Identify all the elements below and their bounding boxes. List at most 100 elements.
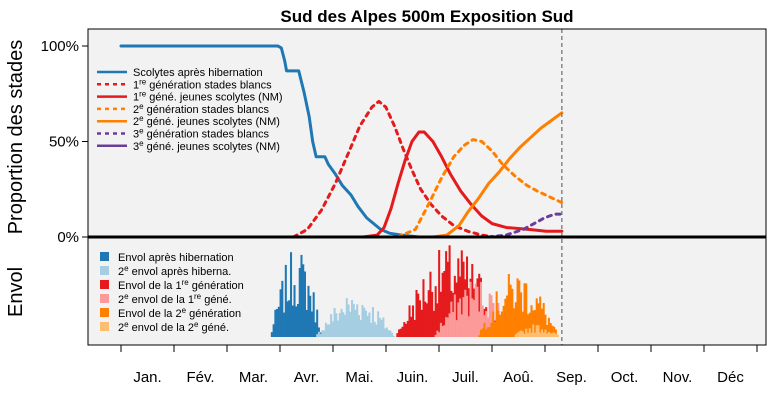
series-line-4 — [396, 138, 564, 239]
envol-bar — [511, 288, 514, 337]
envol-bar — [408, 305, 411, 337]
month-label: Jan. — [133, 369, 161, 386]
legend-line-label: 3e géné. jeunes scolytes (NM) — [133, 138, 280, 153]
envol-bar — [296, 303, 300, 337]
envol-bar — [509, 284, 512, 337]
envol-bar — [478, 311, 481, 337]
envol-bar — [277, 306, 280, 337]
legend-envol-swatch — [100, 280, 109, 289]
envol-bar — [554, 333, 557, 337]
envol-bar — [425, 303, 428, 337]
legend-envol-swatch — [100, 308, 109, 317]
envol-bar — [502, 305, 505, 337]
envol-bar — [276, 308, 279, 337]
envol-bar — [427, 290, 430, 337]
legend-line-label: 2e géné. jeunes scolytes (NM) — [133, 114, 280, 129]
envol-bar — [431, 291, 434, 337]
month-label: Mai. — [345, 369, 373, 386]
envol-bar — [330, 314, 333, 337]
envol-bar — [539, 332, 542, 337]
envol-bar — [312, 292, 315, 337]
envol-bar — [556, 334, 559, 337]
envol-bar — [357, 315, 361, 337]
envol-bar — [436, 303, 439, 337]
envol-bar — [349, 311, 352, 337]
envol-bar — [553, 326, 556, 337]
envol-bar — [520, 330, 523, 337]
plot-frame — [87, 28, 767, 346]
legend-line-label: 2e génération stades blancs — [133, 101, 269, 116]
envol-bar — [485, 311, 488, 337]
legend-line-label: Scolytes après hibernation — [133, 67, 263, 79]
month-label: Sep. — [556, 369, 587, 386]
envol-bar — [338, 313, 341, 337]
y-tick-label: 100% — [41, 38, 79, 55]
envol-bar — [525, 328, 528, 337]
envol-bar — [497, 310, 500, 337]
envol-bar — [429, 271, 432, 337]
envol-bar — [460, 314, 463, 337]
envol-bar — [446, 261, 449, 337]
envol-bar — [420, 309, 423, 337]
envol-bar — [382, 317, 385, 337]
envol-bar — [298, 268, 301, 337]
legend-envol-label: Envol de la 1re génération — [118, 278, 244, 293]
envol-bar — [274, 309, 277, 337]
envol-bar — [521, 331, 524, 337]
legend-envol-label: 2e envol de la 1re géné. — [118, 292, 232, 307]
chart-title: Sud des Alpes 500m Exposition Sud — [280, 7, 573, 26]
envol-bar — [478, 273, 481, 337]
envol-bar — [446, 317, 449, 337]
envol-bar — [441, 272, 444, 337]
envol-bar — [514, 302, 517, 337]
envol-bar — [492, 311, 495, 337]
envol-bar — [483, 322, 486, 337]
envol-bar — [371, 307, 374, 337]
x-axis-ticks: Jan. Fév. Mar. Avr. Mai. Juin. Juil. Aoû. Sep. Oc… — [120, 345, 758, 386]
envol-bar — [547, 332, 550, 337]
envol-bar — [375, 324, 378, 337]
envol-bar — [441, 326, 444, 337]
envol-bar — [532, 310, 535, 337]
envol-bar — [547, 317, 550, 337]
envol-bar — [373, 321, 376, 337]
envol-bar — [401, 326, 404, 337]
envol-bar — [455, 282, 458, 337]
envol-bar — [514, 334, 517, 337]
envol-bar — [293, 285, 296, 337]
envol-bar — [533, 332, 536, 337]
envol-bar — [398, 329, 401, 337]
envol-bar — [443, 325, 446, 337]
envol-bar — [530, 332, 533, 337]
envol-bar — [351, 300, 354, 337]
envol-bars — [270, 245, 559, 337]
envol-bar — [310, 311, 313, 337]
envol-bar — [286, 301, 289, 337]
envol-bar — [518, 280, 521, 337]
envol-bar — [328, 324, 331, 337]
envol-bar — [554, 329, 557, 337]
legend-line-label: 1re géné. jeunes scolytes (NM) — [133, 89, 283, 104]
envol-bar — [439, 322, 442, 337]
envol-bar — [323, 330, 326, 337]
month-label: Fév. — [186, 369, 214, 386]
envol-bar — [533, 310, 536, 337]
envol-bar — [283, 312, 286, 337]
envol-bar — [321, 330, 324, 337]
legend-line-label: 3e génération stades blancs — [133, 126, 269, 141]
envol-bar — [370, 323, 373, 337]
envol-bar — [526, 332, 530, 337]
envol-bar — [518, 331, 521, 337]
envol-bar — [450, 301, 453, 337]
envol-bar — [535, 298, 538, 337]
y-axis-label-top: Proportion des stades — [5, 40, 27, 235]
envol-bar — [523, 283, 526, 337]
envol-bar — [542, 303, 545, 337]
envol-bar — [549, 322, 552, 337]
envol-bar — [525, 283, 528, 337]
envol-bar — [340, 308, 343, 337]
envol-bar — [317, 331, 320, 337]
envol-bar — [551, 332, 554, 337]
y-tick-label: 0% — [57, 229, 79, 246]
envol-bar — [413, 319, 416, 337]
